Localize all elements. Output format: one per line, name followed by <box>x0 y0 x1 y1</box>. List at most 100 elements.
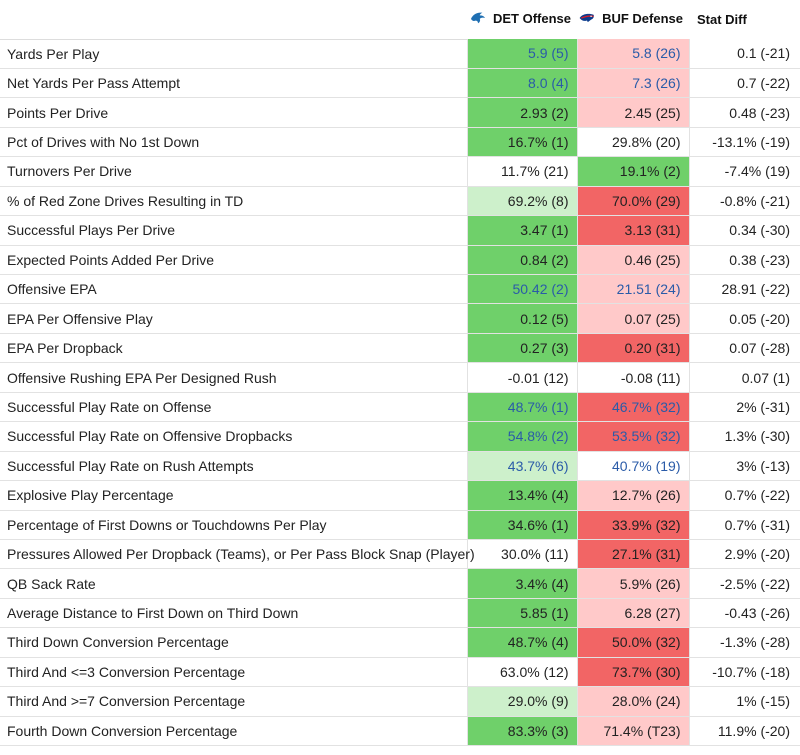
stat-name: Third And >=7 Conversion Percentage <box>0 686 467 717</box>
buf-defense-value[interactable]: 53.5% (32) <box>576 421 689 452</box>
bills-logo-icon <box>579 14 594 23</box>
table-row: EPA Per Dropback 0.27 (3) 0.20 (31) 0.07 (-… <box>0 333 800 364</box>
stat-name: Third Down Conversion Percentage <box>0 627 467 658</box>
table-row: Successful Play Rate on Offense 48.7% (1)… <box>0 392 800 423</box>
buf-defense-value: 6.28 (27) <box>576 598 689 629</box>
buf-defense-value: 33.9% (32) <box>576 510 689 540</box>
stat-diff-value: 0.1 (-21) <box>688 39 800 69</box>
stat-name: Pct of Drives with No 1st Down <box>0 127 467 158</box>
det-offense-value: 3.4% (4) <box>466 568 577 599</box>
det-offense-value: -0.01 (12) <box>466 362 577 393</box>
stat-diff-value: -0.8% (-21) <box>688 186 800 217</box>
buf-defense-value: 70.0% (29) <box>576 186 689 217</box>
stat-diff-value: -0.43 (-26) <box>688 598 800 629</box>
stat-diff-value: 0.34 (-30) <box>688 215 800 246</box>
det-offense-value: 0.84 (2) <box>466 245 577 276</box>
table-row: Turnovers Per Drive 11.7% (21) 19.1% (2) -7… <box>0 156 800 187</box>
table-row: Pct of Drives with No 1st Down 16.7% (1) 2… <box>0 127 800 158</box>
stat-name: Offensive Rushing EPA Per Designed Rush <box>0 362 467 393</box>
buf-defense-value: 19.1% (2) <box>576 156 689 187</box>
det-offense-value: 34.6% (1) <box>466 510 577 540</box>
stat-diff-value: 28.91 (-22) <box>688 274 800 305</box>
stat-name: Successful Plays Per Drive <box>0 215 467 246</box>
table-header-row: DET Offense BUF Defense Stat Diff <box>0 0 800 40</box>
stat-name: Net Yards Per Pass Attempt <box>0 68 467 99</box>
stat-name: EPA Per Offensive Play <box>0 303 467 334</box>
table-row: Average Distance to First Down on Third … <box>0 598 800 629</box>
buf-defense-value: 0.46 (25) <box>576 245 689 276</box>
stat-diff-value: 0.38 (-23) <box>688 245 800 276</box>
header-stat-diff[interactable]: Stat Diff <box>697 12 747 27</box>
lions-logo-icon <box>470 12 485 24</box>
buf-defense-value[interactable]: 5.8 (26) <box>576 39 689 69</box>
det-offense-value: 69.2% (8) <box>466 186 577 217</box>
det-offense-value: 16.7% (1) <box>466 127 577 158</box>
header-stat-column <box>0 0 467 40</box>
det-offense-value: 0.27 (3) <box>466 333 577 364</box>
buf-defense-value: 50.0% (32) <box>576 627 689 658</box>
table-row: EPA Per Offensive Play 0.12 (5) 0.07 (25) 0… <box>0 303 800 334</box>
header-det-offense[interactable]: DET Offense <box>467 0 577 39</box>
det-offense-value[interactable]: 48.7% (1) <box>466 392 577 423</box>
stat-name: Points Per Drive <box>0 97 467 128</box>
header-det-label: DET Offense <box>492 10 571 26</box>
det-offense-value: 83.3% (3) <box>466 716 577 747</box>
buf-defense-value[interactable]: 46.7% (32) <box>576 392 689 423</box>
det-offense-value: 29.0% (9) <box>466 686 577 717</box>
stat-diff-value: 0.05 (-20) <box>688 303 800 334</box>
stat-name: Third And <=3 Conversion Percentage <box>0 657 467 688</box>
header-buf-defense[interactable]: BUF Defense <box>577 0 689 39</box>
stat-diff-value: 0.07 (-28) <box>688 333 800 364</box>
buf-defense-value: 27.1% (31) <box>576 539 689 570</box>
stat-name: QB Sack Rate <box>0 568 467 599</box>
stat-name: Turnovers Per Drive <box>0 156 467 187</box>
det-offense-value: 0.12 (5) <box>466 303 577 334</box>
table-row: Successful Plays Per Drive 3.47 (1) 3.13 (… <box>0 215 800 246</box>
buf-defense-value: 2.45 (25) <box>576 97 689 128</box>
stat-diff-value: -2.5% (-22) <box>688 568 800 599</box>
det-offense-value[interactable]: 5.9 (5) <box>466 39 577 69</box>
stat-diff-value: 1.3% (-30) <box>688 421 800 452</box>
stat-diff-value: 1% (-15) <box>688 686 800 717</box>
buf-defense-value: 28.0% (24) <box>576 686 689 717</box>
buf-defense-value[interactable]: 7.3 (26) <box>576 68 689 99</box>
table-row: Pressures Allowed Per Dropback (Teams), … <box>0 539 800 570</box>
buf-defense-value: 73.7% (30) <box>576 657 689 688</box>
buf-defense-value: 5.9% (26) <box>576 568 689 599</box>
table-row: % of Red Zone Drives Resulting in TD 69.2… <box>0 186 800 217</box>
table-row: Fourth Down Conversion Percentage 83.3% (… <box>0 716 800 747</box>
det-offense-value: 13.4% (4) <box>466 480 577 511</box>
buf-defense-value: 0.07 (25) <box>576 303 689 334</box>
table-row: Successful Play Rate on Rush Attempts 43.… <box>0 451 800 482</box>
stat-diff-value: 3% (-13) <box>688 451 800 482</box>
stat-diff-value: -7.4% (19) <box>688 156 800 187</box>
table-row: Expected Points Added Per Drive 0.84 (2) 0… <box>0 245 800 276</box>
stat-name: Successful Play Rate on Rush Attempts <box>0 451 467 482</box>
stat-name: Pressures Allowed Per Dropback (Teams), … <box>0 539 475 570</box>
table-row: Successful Play Rate on Offensive Dropba… <box>0 421 800 452</box>
det-offense-value[interactable]: 50.42 (2) <box>466 274 577 305</box>
stat-name: % of Red Zone Drives Resulting in TD <box>0 186 467 217</box>
det-offense-value[interactable]: 43.7% (6) <box>466 451 577 482</box>
buf-defense-value[interactable]: 40.7% (19) <box>576 451 689 482</box>
stat-diff-value: 0.7% (-22) <box>688 480 800 511</box>
stat-name: Percentage of First Downs or Touchdowns … <box>0 510 467 540</box>
stat-diff-value: 0.48 (-23) <box>688 97 800 128</box>
stat-diff-value: -13.1% (-19) <box>688 127 800 158</box>
det-offense-value[interactable]: 8.0 (4) <box>466 68 577 99</box>
det-offense-value[interactable]: 54.8% (2) <box>466 421 577 452</box>
buf-defense-value: 0.20 (31) <box>576 333 689 364</box>
buf-defense-value: 71.4% (T23) <box>576 716 689 747</box>
stat-name: Fourth Down Conversion Percentage <box>0 716 467 747</box>
stat-diff-value: 2.9% (-20) <box>688 539 800 570</box>
stat-name: Expected Points Added Per Drive <box>0 245 467 276</box>
buf-defense-value[interactable]: 21.51 (24) <box>576 274 689 305</box>
det-offense-value: 48.7% (4) <box>466 627 577 658</box>
table-row: Third And >=7 Conversion Percentage 29.0%… <box>0 686 800 717</box>
det-offense-value: 3.47 (1) <box>466 215 577 246</box>
buf-defense-value: 12.7% (26) <box>576 480 689 511</box>
stat-name: Successful Play Rate on Offensive Dropba… <box>0 421 467 452</box>
stat-name: Average Distance to First Down on Third … <box>0 598 467 629</box>
det-offense-value: 11.7% (21) <box>466 156 577 187</box>
stat-diff-value: 11.9% (-20) <box>688 716 800 747</box>
